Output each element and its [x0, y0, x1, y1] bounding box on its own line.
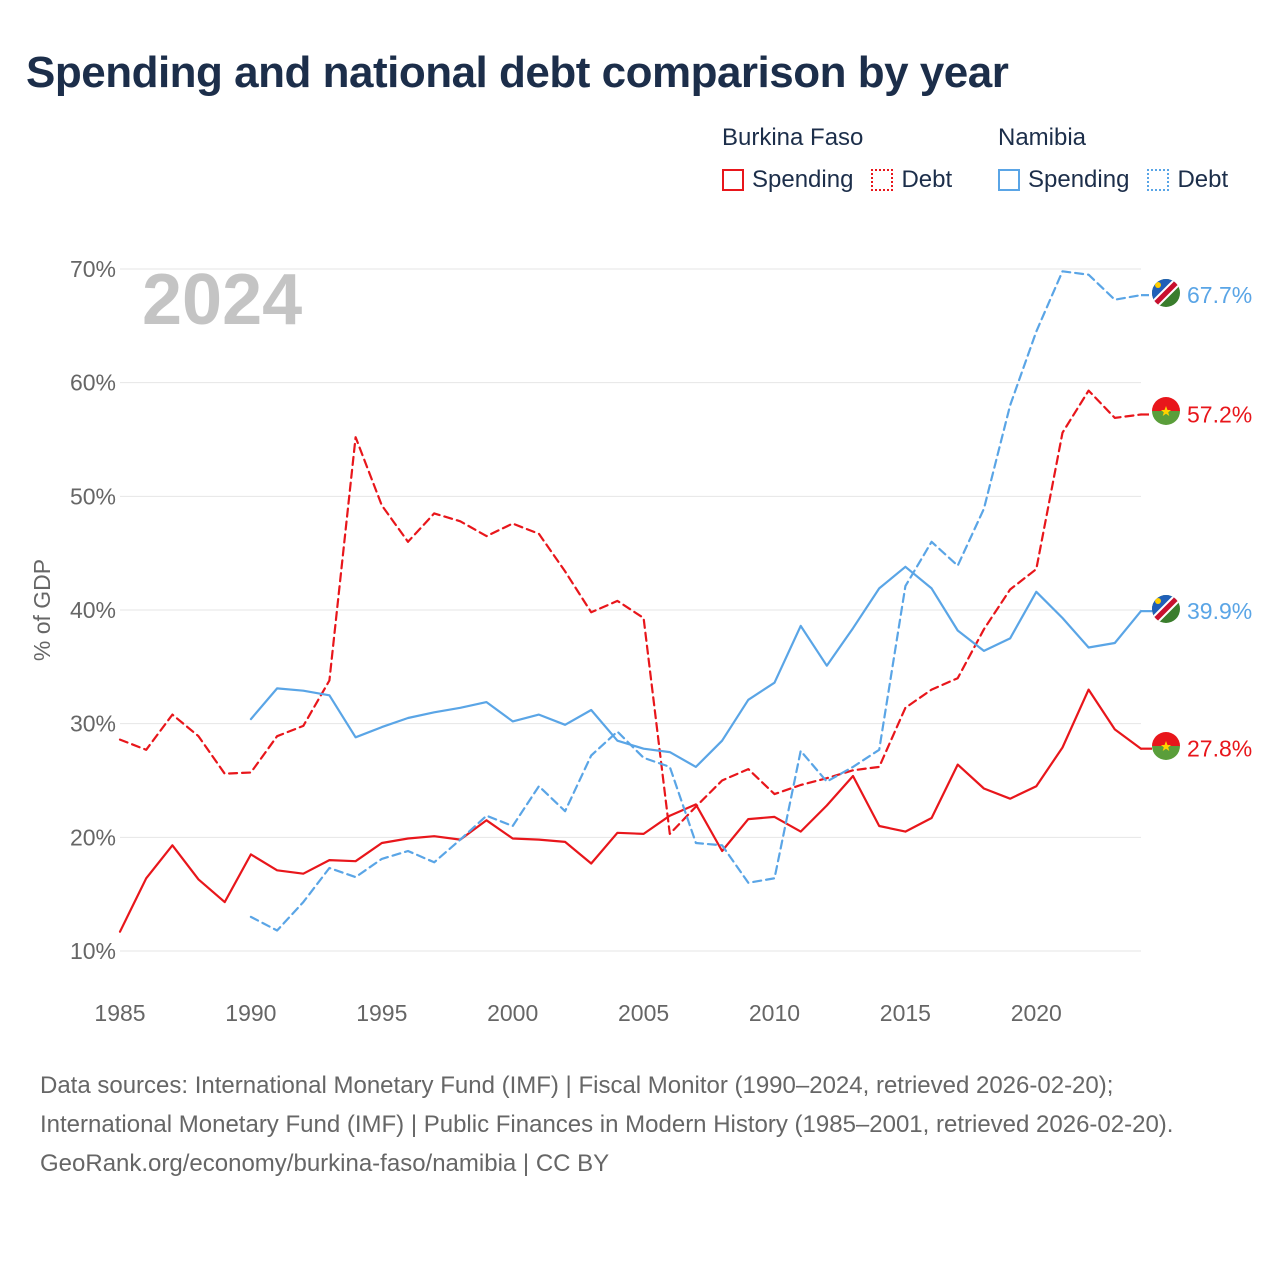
legend-item-burkina-faso-debt[interactable]: Debt: [871, 166, 952, 194]
y-tick-label: 40%: [70, 597, 116, 623]
y-tick-label: 50%: [70, 483, 116, 509]
legend-item-burkina-faso-spending[interactable]: Spending: [722, 166, 853, 194]
burkina-faso-debt-line: [118, 389, 1143, 836]
x-tick-label: 1985: [94, 1000, 145, 1026]
namibia-spending-end-label: 39.9%: [1187, 598, 1252, 624]
year-watermark: 2024: [142, 260, 302, 340]
x-tick-label: 2005: [618, 1000, 669, 1026]
y-axis-label: % of GDP: [29, 559, 55, 661]
legend-group-namibia: Namibia Spending Debt: [998, 124, 1246, 194]
y-tick-label: 60%: [70, 370, 116, 396]
legend-item-namibia-spending[interactable]: Spending: [998, 166, 1129, 194]
y-tick-label: 70%: [70, 256, 116, 282]
legend-swatch-dotted: [1147, 169, 1170, 191]
burkina-faso-debt-end-label: 57.2%: [1187, 401, 1252, 427]
legend-swatch-dotted: [871, 169, 894, 191]
x-tick-label: 1990: [225, 1000, 276, 1026]
namibia-debt-line: [249, 270, 1143, 932]
x-tick-label: 2015: [880, 1000, 931, 1026]
legend-label: Debt: [901, 166, 953, 193]
attribution-link[interactable]: GeoRank.org/economy/burkina-faso/namibia…: [40, 1150, 610, 1177]
x-tick-label: 2020: [1011, 1000, 1062, 1026]
legend-group-title: Burkina Faso: [722, 124, 864, 151]
burkina-faso-flag-icon: [1152, 732, 1180, 760]
legend-swatch-solid: [722, 169, 744, 191]
x-tick-label: 2000: [487, 1000, 538, 1026]
legend-group-title: Namibia: [998, 124, 1087, 151]
x-tick-label: 1995: [356, 1000, 407, 1026]
legend-label: Debt: [1177, 166, 1229, 193]
legend-item-namibia-debt[interactable]: Debt: [1147, 166, 1228, 194]
burkina-faso-spending-line: [118, 688, 1143, 933]
namibia-debt-end-label: 67.7%: [1187, 282, 1252, 308]
namibia-spending-line: [249, 565, 1143, 769]
legend-label: Spending: [752, 166, 854, 193]
y-tick-label: 10%: [70, 938, 116, 964]
legend-swatch-solid: [998, 169, 1020, 191]
y-tick-label: 20%: [70, 824, 116, 850]
namibia-flag-icon: [1152, 279, 1180, 307]
y-tick-label: 30%: [70, 711, 116, 737]
line-chart: 10% 20% 30% 40% 50% 60% 70% 1985 1990 1995 2000 200…: [29, 256, 1252, 1026]
namibia-flag-icon: [1152, 595, 1180, 623]
legend-label: Spending: [1028, 166, 1130, 193]
burkina-faso-spending-end-label: 27.8%: [1187, 736, 1252, 762]
burkina-faso-flag-icon: [1152, 397, 1180, 425]
data-sources: Data sources: International Monetary Fun…: [40, 1066, 1240, 1183]
sources-text: Data sources: International Monetary Fun…: [40, 1072, 1174, 1138]
page-title: Spending and national debt comparison by…: [26, 48, 1009, 97]
legend-group-burkina-faso: Burkina Faso Spending Debt: [722, 124, 970, 194]
x-tick-label: 2010: [749, 1000, 800, 1026]
